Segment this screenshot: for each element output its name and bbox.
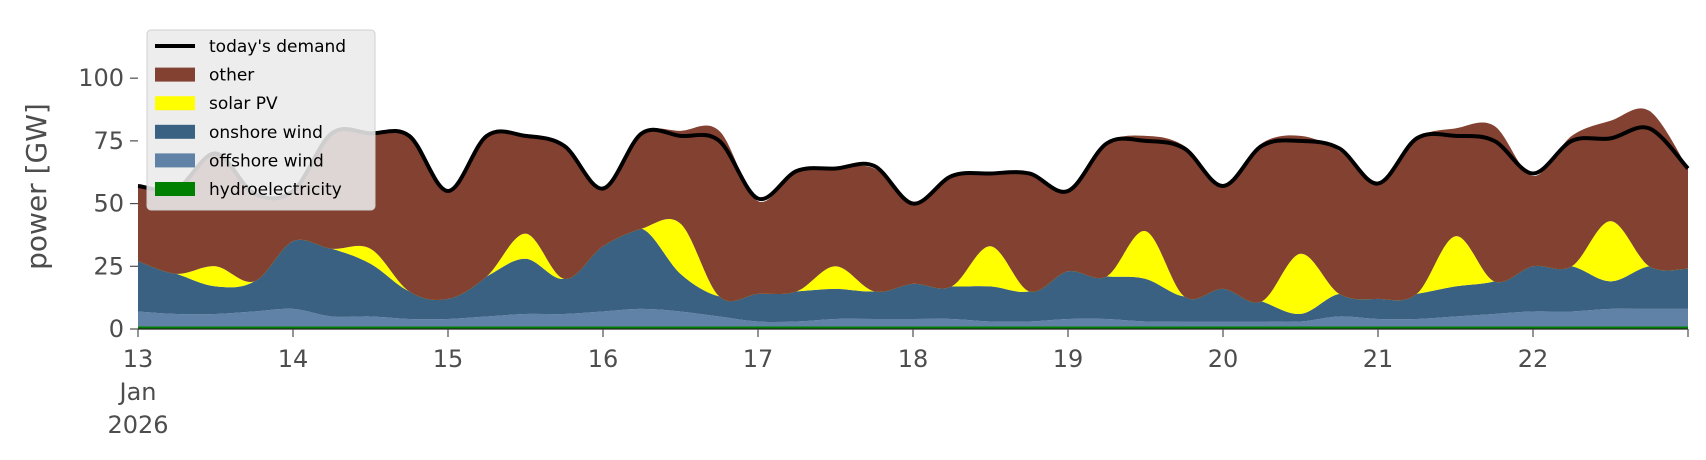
y-axis: 0 25 50 75 100: [78, 64, 138, 343]
legend-label-today-s-demand: today's demand: [209, 37, 346, 57]
y-axis-label: power [GW]: [20, 103, 53, 270]
legend: today's demand other solar PV onshore wind o…: [146, 29, 376, 211]
legend-label-offshore-wind: offshore wind: [209, 151, 324, 171]
y-tick-label: 75: [93, 127, 124, 155]
x-tick-label: 18: [898, 345, 929, 373]
demand-line-group: [137, 125, 1690, 206]
legend-label-other: other: [209, 66, 254, 86]
y-tick-label: 100: [78, 64, 124, 92]
legend-swatch-solar-pv: [155, 96, 195, 111]
x-tick-label: 15: [433, 345, 464, 373]
legend-swatch-hydroelectricity: [155, 182, 195, 196]
legend-swatch-offshore-wind: [155, 153, 195, 168]
legend-label-onshore-wind: onshore wind: [209, 123, 323, 143]
x-tick-label: 16: [588, 345, 619, 373]
legend-swatch-other: [155, 67, 195, 82]
legend-box: [146, 29, 376, 211]
legend-swatch-onshore-wind: [155, 124, 195, 139]
area-offshore-wind: [138, 308, 1688, 327]
x-tick-label: 14: [278, 345, 309, 373]
y-tick-label: 50: [93, 190, 124, 218]
x-tick-label: 17: [743, 345, 774, 373]
area-solar-pv: [138, 219, 1688, 315]
area-hydroelectricity: [138, 326, 1688, 329]
x-tick-label: 19: [1053, 345, 1084, 373]
legend-label-hydroelectricity: hydroelectricity: [209, 180, 342, 200]
x-axis: 13 Jan 2026 14 15 16 17 18 19 20 21 22: [107, 328, 1689, 439]
y-tick-label: 0: [109, 315, 124, 343]
x-tick-label: Jan: [118, 378, 157, 406]
area-onshore-wind: [138, 227, 1688, 322]
x-tick-label: 20: [1208, 345, 1239, 373]
legend-label-solar-pv: solar PV: [209, 94, 278, 114]
x-tick-label: 22: [1518, 345, 1549, 373]
x-tick-label: 2026: [107, 411, 168, 439]
x-tick-label: 13: [123, 345, 154, 373]
x-tick-label: 21: [1363, 345, 1394, 373]
line-today-s-demand: [137, 125, 1690, 206]
y-tick-label: 25: [93, 252, 124, 280]
